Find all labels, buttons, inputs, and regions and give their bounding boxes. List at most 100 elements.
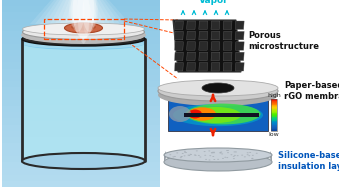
Bar	[271, 104, 277, 105]
Ellipse shape	[247, 152, 249, 153]
Polygon shape	[199, 21, 208, 29]
Ellipse shape	[158, 81, 278, 101]
Polygon shape	[235, 31, 244, 40]
Ellipse shape	[227, 150, 229, 151]
Ellipse shape	[180, 156, 182, 157]
Bar	[2, 19, 160, 25]
Polygon shape	[30, 0, 130, 24]
Polygon shape	[40, 0, 120, 24]
Ellipse shape	[244, 156, 246, 157]
Ellipse shape	[190, 154, 192, 155]
Bar	[2, 106, 160, 112]
Ellipse shape	[23, 39, 144, 49]
Ellipse shape	[234, 155, 236, 156]
Bar	[23, 137, 144, 145]
Bar	[271, 129, 277, 130]
Polygon shape	[35, 0, 125, 24]
Bar	[2, 162, 160, 168]
Polygon shape	[235, 63, 244, 71]
Bar	[271, 120, 277, 121]
Ellipse shape	[211, 152, 213, 153]
Bar	[2, 31, 160, 37]
Text: Paper-based
rGO membrane: Paper-based rGO membrane	[284, 81, 339, 101]
Bar	[2, 137, 160, 143]
Ellipse shape	[204, 151, 205, 152]
Ellipse shape	[213, 152, 215, 153]
Polygon shape	[175, 42, 183, 50]
Bar	[271, 117, 277, 118]
Ellipse shape	[196, 150, 198, 151]
Ellipse shape	[164, 153, 272, 171]
Text: high: high	[267, 92, 281, 98]
Bar	[271, 103, 277, 104]
Polygon shape	[60, 0, 100, 24]
Bar	[271, 99, 277, 101]
Ellipse shape	[191, 107, 241, 123]
Bar	[271, 114, 277, 115]
Bar	[2, 181, 160, 187]
Bar	[271, 112, 277, 113]
Bar	[2, 6, 160, 12]
Bar	[271, 118, 277, 119]
Polygon shape	[211, 42, 220, 50]
Bar	[271, 115, 277, 117]
Bar	[44, 19, 124, 39]
Polygon shape	[55, 0, 105, 24]
Bar	[271, 110, 277, 111]
Ellipse shape	[212, 152, 214, 153]
Polygon shape	[187, 52, 196, 61]
Ellipse shape	[188, 109, 202, 119]
Polygon shape	[223, 31, 232, 40]
Ellipse shape	[205, 159, 207, 160]
Ellipse shape	[212, 156, 214, 157]
Ellipse shape	[226, 157, 228, 158]
Bar	[184, 112, 259, 116]
Bar	[271, 128, 277, 129]
Bar	[2, 25, 160, 31]
Bar	[2, 125, 160, 131]
Bar	[2, 81, 160, 87]
Polygon shape	[211, 31, 220, 40]
Bar	[23, 49, 144, 57]
Polygon shape	[65, 0, 95, 24]
Bar	[271, 113, 277, 114]
Ellipse shape	[233, 156, 235, 157]
Ellipse shape	[73, 0, 95, 39]
Polygon shape	[199, 63, 208, 71]
Ellipse shape	[195, 155, 197, 156]
Ellipse shape	[199, 156, 201, 157]
Bar	[2, 69, 160, 75]
Ellipse shape	[234, 151, 236, 152]
Ellipse shape	[248, 155, 250, 156]
Polygon shape	[199, 42, 208, 50]
Ellipse shape	[158, 84, 278, 106]
Ellipse shape	[23, 38, 144, 50]
Polygon shape	[223, 52, 232, 61]
Bar	[271, 123, 277, 125]
Bar	[271, 101, 277, 102]
Polygon shape	[175, 52, 183, 61]
Ellipse shape	[172, 156, 174, 157]
Bar	[2, 156, 160, 162]
Polygon shape	[211, 52, 220, 61]
Bar	[271, 100, 277, 101]
Ellipse shape	[82, 0, 91, 35]
Ellipse shape	[188, 155, 190, 156]
Bar	[271, 125, 277, 126]
Ellipse shape	[22, 23, 144, 35]
Polygon shape	[23, 44, 144, 161]
Ellipse shape	[252, 155, 254, 156]
Bar	[271, 121, 277, 122]
Polygon shape	[187, 21, 196, 29]
Bar	[23, 121, 144, 129]
Ellipse shape	[219, 152, 221, 153]
Ellipse shape	[187, 155, 190, 156]
Bar	[271, 124, 277, 125]
Bar	[271, 130, 277, 131]
Polygon shape	[199, 52, 208, 61]
Ellipse shape	[185, 104, 260, 124]
Polygon shape	[235, 52, 244, 61]
Bar	[2, 143, 160, 150]
Bar	[23, 105, 144, 113]
Bar	[271, 99, 277, 131]
